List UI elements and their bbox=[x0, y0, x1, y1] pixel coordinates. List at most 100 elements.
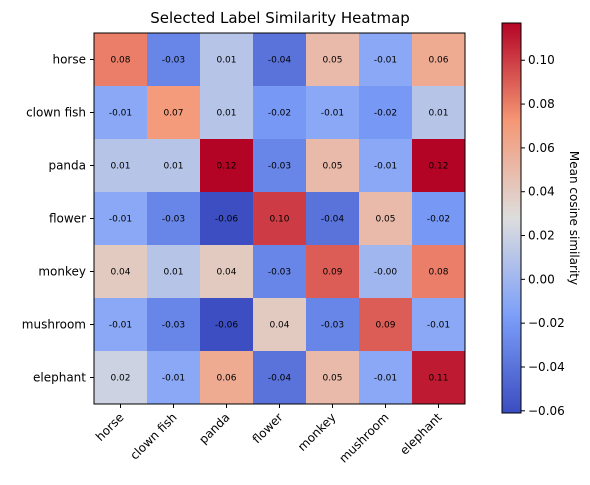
heatmap-cell bbox=[94, 192, 148, 246]
cell-value-label: -0.03 bbox=[162, 215, 185, 225]
heatmap-cell bbox=[359, 33, 413, 87]
cell-value-label: 0.05 bbox=[322, 56, 342, 66]
heatmap-cell bbox=[359, 86, 413, 140]
cell-value-label: 0.10 bbox=[269, 215, 289, 225]
heatmap-cell bbox=[412, 351, 466, 405]
cell-value-label: 0.01 bbox=[216, 109, 236, 119]
heatmap-cell bbox=[306, 192, 360, 246]
colorbar-tick-label: −0.02 bbox=[528, 316, 565, 330]
row-label: horse bbox=[52, 53, 86, 67]
column-label: horse bbox=[93, 410, 127, 444]
heatmap-cells bbox=[94, 33, 466, 405]
cell-value-label: 0.01 bbox=[216, 56, 236, 66]
cell-value-label: 0.12 bbox=[428, 162, 448, 172]
colorbar-tick-label: 0.02 bbox=[528, 229, 555, 243]
row-label: panda bbox=[48, 159, 86, 173]
colorbar-tick-label: 0.06 bbox=[528, 141, 555, 155]
cell-value-label: -0.06 bbox=[215, 215, 239, 225]
colorbar-tick-label: 0.00 bbox=[528, 272, 555, 286]
heatmap-cell bbox=[253, 351, 307, 405]
heatmap-cell bbox=[200, 245, 254, 299]
row-label: clown fish bbox=[26, 106, 86, 120]
cell-value-label: 0.08 bbox=[110, 56, 130, 66]
heatmap-cell bbox=[253, 139, 307, 193]
heatmap-cell bbox=[94, 351, 148, 405]
heatmap-cell bbox=[306, 139, 360, 193]
cell-value-label: -0.00 bbox=[374, 268, 398, 278]
heatmap-cell bbox=[253, 298, 307, 352]
heatmap-cell bbox=[200, 192, 254, 246]
heatmap-cell bbox=[200, 86, 254, 140]
cell-value-label: 0.05 bbox=[322, 374, 342, 384]
row-label: monkey bbox=[38, 265, 86, 279]
cell-value-label: -0.04 bbox=[268, 374, 292, 384]
row-label: flower bbox=[49, 212, 86, 226]
column-label: elephant bbox=[397, 410, 445, 458]
heatmap-cell bbox=[306, 86, 360, 140]
heatmap-cell bbox=[200, 298, 254, 352]
cell-value-label: 0.09 bbox=[375, 321, 395, 331]
colorbar-tick-label: 0.10 bbox=[528, 53, 555, 67]
cell-value-label: -0.04 bbox=[321, 215, 345, 225]
cell-value-label: 0.01 bbox=[110, 162, 130, 172]
cell-value-label: 0.04 bbox=[269, 321, 289, 331]
heatmap-cell bbox=[359, 245, 413, 299]
cell-value-label: 0.08 bbox=[428, 268, 448, 278]
colorbar-tick-label: 0.08 bbox=[528, 97, 555, 111]
heatmap-cell bbox=[412, 245, 466, 299]
cell-value-label: 0.05 bbox=[322, 162, 342, 172]
cell-value-label: 0.06 bbox=[428, 56, 448, 66]
cell-value-label: -0.01 bbox=[427, 321, 450, 331]
heatmap-cell bbox=[412, 139, 466, 193]
colorbar-ticks: −0.06 −0.04 −0.02 0.00 0.02 0.04 0.06 0.08 0.10 bbox=[521, 53, 565, 418]
heatmap-cell bbox=[147, 86, 201, 140]
heatmap-cell bbox=[147, 298, 201, 352]
cell-value-label: -0.01 bbox=[374, 162, 397, 172]
cell-value-label: 0.02 bbox=[110, 374, 130, 384]
cell-value-label: -0.03 bbox=[162, 321, 185, 331]
heatmap-cell bbox=[306, 33, 360, 87]
heatmap-cell bbox=[306, 351, 360, 405]
heatmap-cell bbox=[94, 33, 148, 87]
colorbar-tick-label: −0.06 bbox=[528, 404, 565, 418]
cell-value-label: -0.06 bbox=[215, 321, 239, 331]
heatmap-cell bbox=[253, 192, 307, 246]
heatmap-cell bbox=[412, 298, 466, 352]
heatmap-cell bbox=[147, 245, 201, 299]
cell-value-label: 0.07 bbox=[163, 109, 183, 119]
chart-title: Selected Label Similarity Heatmap bbox=[150, 9, 410, 27]
heatmap-cell bbox=[147, 192, 201, 246]
colorbar bbox=[501, 22, 522, 414]
heatmap-cell bbox=[306, 245, 360, 299]
column-label: flower bbox=[250, 410, 286, 446]
cell-value-label: 0.06 bbox=[216, 374, 236, 384]
cell-value-label: -0.03 bbox=[162, 56, 185, 66]
row-labels: horse clown fish panda flower monkey mushroom… bbox=[22, 53, 94, 385]
heatmap-cell bbox=[94, 245, 148, 299]
cell-value-label: 0.01 bbox=[163, 268, 183, 278]
cell-value-label: 0.01 bbox=[428, 109, 448, 119]
heatmap-cell bbox=[253, 86, 307, 140]
cell-value-label: -0.03 bbox=[321, 321, 344, 331]
cell-value-label: -0.01 bbox=[109, 215, 132, 225]
heatmap-cell bbox=[412, 192, 466, 246]
column-label: clown fish bbox=[127, 410, 179, 462]
heatmap-cell bbox=[253, 33, 307, 87]
colorbar-label: Mean cosine similarity bbox=[567, 151, 581, 285]
cell-value-label: -0.01 bbox=[109, 321, 132, 331]
cell-value-label: -0.02 bbox=[374, 109, 397, 119]
row-label: elephant bbox=[33, 371, 86, 385]
heatmap-cell bbox=[200, 351, 254, 405]
cell-value-label: 0.05 bbox=[375, 215, 395, 225]
column-labels: horse clown fish panda flower monkeymushroom… bbox=[93, 404, 445, 466]
cell-value-label: 0.11 bbox=[428, 374, 448, 384]
cell-value-label: -0.02 bbox=[427, 215, 450, 225]
column-label: mushroom bbox=[336, 410, 391, 465]
row-label: mushroom bbox=[22, 318, 86, 332]
heatmap-cell bbox=[147, 139, 201, 193]
heatmap-cell bbox=[147, 351, 201, 405]
heatmap-cell bbox=[359, 139, 413, 193]
heatmap-cell bbox=[200, 139, 254, 193]
heatmap-cell bbox=[253, 245, 307, 299]
